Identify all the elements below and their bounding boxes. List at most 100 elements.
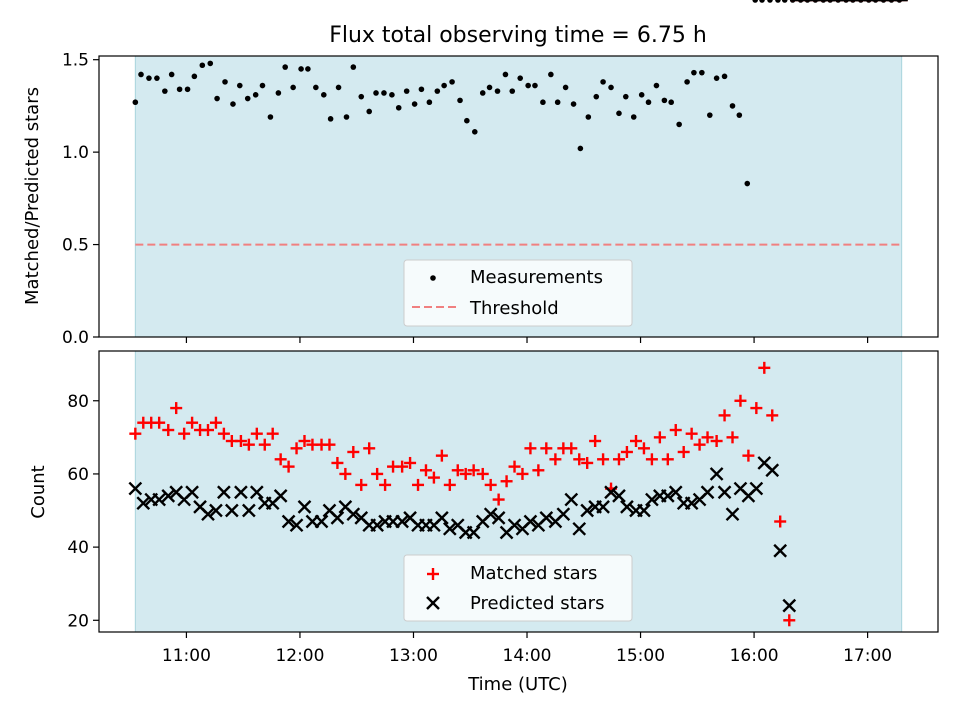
ratio-legend-box [403, 259, 633, 327]
measurements-point [154, 75, 160, 81]
measurements-point [411, 101, 418, 107]
measurements-point [502, 71, 509, 78]
measurements-point [729, 103, 736, 109]
matched-stars-point [597, 453, 610, 466]
predicted-stars-point [749, 481, 764, 496]
predicted-stars-point [217, 485, 231, 500]
measurements-point [320, 92, 327, 98]
measurements-point [275, 90, 282, 96]
ratio-y-ticks: 0.0 0.5 1.0 1.5 [62, 51, 99, 348]
predicted-stars-point [346, 507, 361, 522]
predicted-stars-point [668, 485, 683, 500]
measurements-point [570, 101, 577, 107]
matched-stars-point [701, 431, 714, 444]
measurements-point [366, 108, 373, 115]
predicted-stars-point [442, 521, 457, 536]
matched-stars-point [404, 456, 417, 469]
matched-stars-point [459, 467, 472, 480]
x-tick-label: 17:00 [843, 646, 892, 666]
x-tick-label: 14:00 [503, 646, 552, 666]
ratio-y-tick-label: 1.5 [62, 51, 89, 71]
predicted-stars-point [556, 507, 571, 522]
matched-stars-point [693, 438, 706, 451]
measurements-point [252, 92, 259, 98]
matched-stars-point [250, 427, 263, 440]
matched-stars-point [435, 449, 448, 462]
measurements-point [403, 88, 410, 94]
predicted-legend-marker [426, 596, 440, 610]
matched-stars-point [620, 445, 633, 458]
measurements-point [298, 66, 304, 72]
predicted-stars-point [564, 492, 579, 507]
predicted-stars-point [281, 514, 296, 529]
measurements-point [146, 75, 152, 81]
matched-stars-point [412, 478, 425, 491]
matched-stars-point [476, 467, 489, 480]
matched-stars-point [217, 427, 230, 440]
measurements-point [486, 84, 493, 91]
count-x-ticks: 11:00 12:00 13:00 14:00 15:00 16:00 17:00 [162, 632, 892, 666]
measurements-point [267, 114, 274, 120]
ratio-y-tick-label: 1.0 [62, 143, 89, 163]
measurements-point [373, 90, 379, 96]
matched-stars-point [427, 471, 440, 484]
matched-stars-point [242, 438, 255, 451]
measurements-point [162, 88, 168, 94]
measurements-point [767, 0, 773, 3]
matched-stars-point [347, 445, 360, 458]
predicted-stars-point [435, 510, 449, 525]
predicted-stars-point [717, 485, 732, 500]
measurements-point [199, 62, 206, 69]
predicted-stars-point [370, 518, 385, 533]
predicted-stars-point [466, 525, 481, 540]
predicted-stars-point [709, 467, 724, 481]
matched-stars-point [451, 464, 464, 477]
matched-stars-point [500, 475, 513, 488]
predicted-stars-point [637, 503, 651, 518]
matched-stars-point [589, 435, 602, 448]
matched-stars-point [710, 435, 723, 448]
measurements-point [426, 99, 433, 106]
measurements-point [554, 99, 561, 106]
count-y-tick-label: 40 [67, 538, 89, 558]
matched-stars-point [258, 438, 271, 451]
predicted-stars-point [152, 492, 167, 507]
x-tick-label: 13:00 [389, 646, 438, 666]
predicted-stars-point [612, 489, 626, 503]
predicted-stars-point [297, 500, 312, 514]
measurements-point [721, 73, 728, 80]
matched-stars-point [331, 456, 344, 469]
matched-stars-point [371, 467, 384, 480]
matched-stars-point [783, 614, 796, 627]
predicted-stars-point [289, 518, 304, 533]
predicted-stars-point [201, 507, 215, 522]
matched-stars-point [734, 394, 747, 407]
measurements-point [661, 97, 668, 104]
threshold-legend-label: Threshold [469, 298, 559, 319]
predicted-stars-point [242, 503, 256, 518]
matched-stars-point [758, 361, 771, 374]
predicted-stars-point [395, 514, 409, 529]
matched-stars-point [419, 464, 432, 477]
predicted-stars-point [604, 485, 618, 500]
x-tick-label: 12:00 [275, 646, 324, 666]
predicted-stars-point [596, 500, 610, 514]
predicted-stars-point [765, 463, 780, 478]
matched-stars-point [209, 416, 222, 429]
measurements-point [290, 84, 296, 91]
matched-legend-label: Matched stars [470, 563, 597, 584]
measurements-point [509, 88, 516, 94]
matched-stars-point [565, 442, 578, 455]
measurements-point [532, 82, 538, 89]
matched-stars-point [524, 442, 537, 455]
matched-stars-point [766, 409, 779, 422]
predicted-stars-point [330, 510, 345, 525]
x-tick-label: 16:00 [730, 646, 779, 666]
measurements-point [464, 117, 470, 124]
predicted-stars-point [580, 503, 595, 518]
count-y-tick-label: 60 [67, 465, 89, 485]
predicted-stars-point [273, 489, 288, 503]
matched-stars-point [170, 402, 183, 415]
measurements-point [600, 79, 606, 85]
